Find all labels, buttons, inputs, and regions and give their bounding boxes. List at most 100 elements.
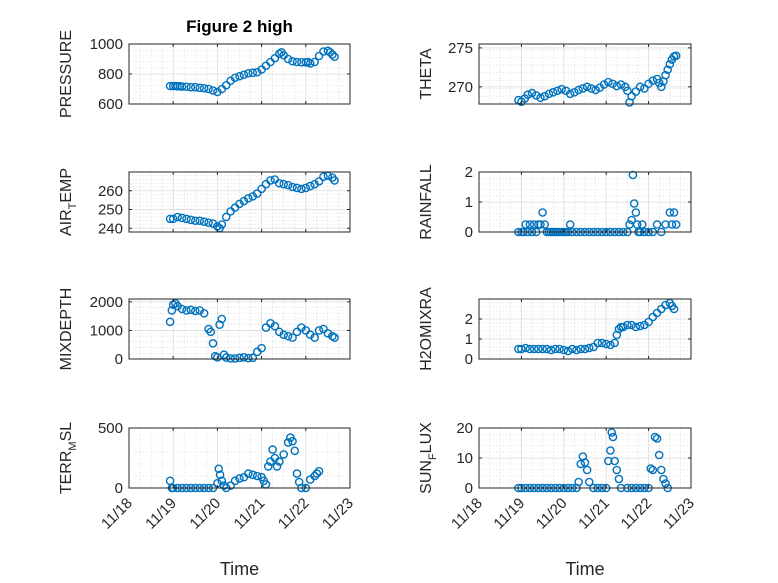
data-point bbox=[574, 85, 583, 95]
data-point bbox=[555, 344, 564, 354]
data-point bbox=[650, 432, 660, 442]
data-point bbox=[534, 344, 543, 354]
data-point bbox=[529, 344, 539, 354]
x-tick-label: 11/19 bbox=[490, 495, 528, 533]
data-point bbox=[252, 189, 262, 198]
data-point bbox=[186, 305, 196, 315]
data-point bbox=[330, 333, 339, 342]
data-point bbox=[195, 216, 205, 226]
data-point bbox=[283, 54, 293, 64]
data-point bbox=[631, 208, 641, 217]
data-point bbox=[268, 445, 277, 454]
y-tick-label: 500 bbox=[98, 420, 123, 437]
y-tick-label: 0 bbox=[115, 351, 123, 368]
data-point bbox=[244, 469, 253, 478]
chart-title: Figure 2 high bbox=[186, 17, 293, 36]
data-point bbox=[671, 51, 681, 60]
data-point bbox=[177, 213, 187, 223]
data-point bbox=[525, 344, 535, 354]
data-point bbox=[553, 86, 562, 96]
data-point bbox=[217, 220, 227, 229]
data-point bbox=[627, 215, 636, 225]
data-point bbox=[305, 59, 315, 68]
y-tick-label: 270 bbox=[448, 79, 473, 96]
data-point bbox=[640, 84, 649, 93]
data-point bbox=[606, 340, 615, 350]
data-point bbox=[627, 91, 636, 101]
data-point bbox=[536, 220, 545, 229]
data-point bbox=[599, 80, 609, 89]
data-point bbox=[204, 84, 213, 94]
data-point bbox=[257, 343, 266, 353]
data-point bbox=[661, 70, 670, 80]
data-point bbox=[570, 88, 579, 97]
y-tick-label: 20 bbox=[456, 420, 473, 437]
subplot-1: 600 800 1000 PRESSURE Figure 2 high bbox=[58, 17, 351, 118]
data-point bbox=[536, 93, 545, 103]
data-point bbox=[305, 181, 315, 191]
data-point bbox=[288, 56, 297, 66]
data-point bbox=[557, 84, 566, 94]
data-point bbox=[279, 330, 289, 340]
y-axis-label: SUNFLUX bbox=[418, 422, 439, 494]
x-tick-label: 11/20 bbox=[186, 495, 224, 533]
data-point bbox=[167, 306, 177, 315]
data-point bbox=[576, 344, 586, 354]
data-point bbox=[230, 73, 240, 83]
data-point bbox=[627, 320, 636, 330]
data-point bbox=[274, 49, 284, 59]
data-point bbox=[283, 180, 293, 190]
data-point bbox=[314, 466, 324, 476]
y-axis-label: MIXDEPTH bbox=[58, 288, 75, 371]
data-point bbox=[288, 333, 297, 342]
x-tick-label: 11/21 bbox=[575, 495, 613, 533]
y-tick-label: 1 bbox=[465, 331, 473, 348]
x-axis-label: Time bbox=[220, 559, 259, 579]
data-point bbox=[584, 343, 594, 353]
axes-frame bbox=[128, 298, 351, 360]
axes-frame bbox=[478, 298, 692, 360]
data-point bbox=[531, 91, 541, 100]
data-point bbox=[582, 465, 592, 475]
data-point bbox=[578, 84, 588, 93]
data-point bbox=[646, 464, 656, 473]
data-point bbox=[292, 469, 302, 478]
data-point bbox=[244, 353, 253, 363]
subplot-6: 0 1 2 H2OMIXRA bbox=[418, 287, 692, 371]
data-point bbox=[297, 184, 306, 194]
data-point bbox=[659, 474, 668, 484]
data-point bbox=[559, 345, 569, 355]
data-point bbox=[610, 456, 619, 466]
y-axis-label: H2OMIXRA bbox=[418, 287, 435, 371]
data-point bbox=[607, 428, 617, 437]
x-tick-label: 11/19 bbox=[142, 495, 180, 533]
data-point bbox=[279, 179, 289, 189]
data-point bbox=[652, 220, 662, 229]
data-point bbox=[214, 464, 224, 474]
data-point bbox=[644, 317, 653, 327]
data-point bbox=[195, 83, 205, 93]
data-point bbox=[177, 304, 187, 314]
data-point bbox=[314, 326, 324, 335]
data-point bbox=[601, 339, 611, 349]
data-point bbox=[266, 176, 275, 185]
y-tick-label: 250 bbox=[98, 202, 123, 219]
data-point bbox=[330, 52, 339, 62]
data-point bbox=[292, 183, 302, 193]
data-point bbox=[204, 218, 213, 227]
data-point bbox=[576, 459, 586, 469]
data-point bbox=[248, 470, 258, 480]
y-axis-label: AIRTEMP bbox=[58, 168, 79, 236]
y-tick-label: 10 bbox=[456, 450, 473, 467]
data-point bbox=[521, 343, 530, 353]
data-point bbox=[631, 87, 641, 96]
data-point bbox=[629, 199, 639, 208]
data-point bbox=[587, 84, 596, 93]
data-point bbox=[199, 308, 209, 318]
data-point bbox=[177, 82, 187, 91]
data-point bbox=[551, 344, 560, 354]
x-axis-label: Time bbox=[565, 559, 604, 579]
data-point bbox=[669, 208, 679, 217]
data-point bbox=[208, 338, 218, 348]
data-point bbox=[661, 220, 670, 229]
